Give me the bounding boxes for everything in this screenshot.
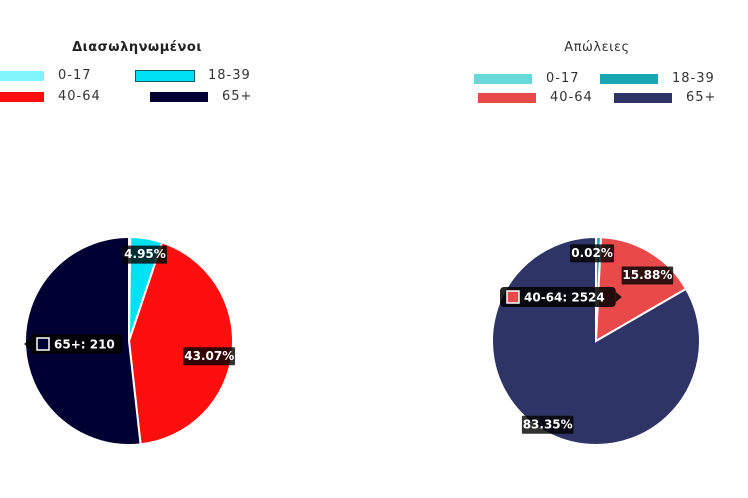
- legend: 0-17 18-39 40-64 65+: [0, 0, 374, 120]
- legend-item-65-plus[interactable]: 65+: [150, 89, 252, 104]
- tooltip: 65+: 210: [24, 334, 123, 354]
- legend: 0-17 18-39 40-64 65+: [374, 0, 748, 120]
- legend-swatch: [0, 91, 44, 102]
- legend-item-0-17[interactable]: 0-17: [474, 71, 580, 86]
- tooltip-arrow: [615, 292, 622, 302]
- tooltip-box: [30, 334, 123, 354]
- tooltip-swatch: [506, 290, 520, 304]
- pie-chart[interactable]: 4.95% 43.07% 65+: 210: [0, 0, 374, 498]
- data-label-text: 83.35%: [523, 417, 573, 431]
- legend-swatch: [478, 92, 536, 103]
- legend-item-40-64[interactable]: 40-64: [478, 90, 593, 105]
- data-label-text: 4.95%: [124, 247, 166, 261]
- chart-title: Διασωληνωμένοι: [72, 40, 202, 55]
- legend-label: 18-39: [672, 71, 715, 86]
- legend-item-18-39[interactable]: 18-39: [600, 71, 715, 86]
- tooltip-text: 65+: 210: [54, 338, 115, 352]
- data-label-box: [621, 266, 674, 285]
- data-label-text: 0.02%: [571, 246, 613, 260]
- data-label: 83.35%: [521, 415, 574, 434]
- legend-item-40-64[interactable]: 40-64: [0, 89, 101, 104]
- tooltip-swatch: [36, 337, 50, 351]
- legend-swatch: [474, 73, 532, 84]
- data-label-box: [123, 245, 168, 264]
- legend-label: 65+: [686, 90, 717, 105]
- data-label-box: [521, 415, 574, 434]
- tooltip: 40-64: 2524: [500, 287, 622, 307]
- tooltip-box: [500, 287, 616, 307]
- data-label-text: 43.07%: [184, 349, 234, 363]
- data-label: 0.02%: [570, 244, 615, 263]
- chart-panel-deaths: Απώλειες 0-17 18-39 40-64 65+ 0.02% 15.88…: [374, 0, 748, 498]
- legend-swatch: [0, 70, 44, 81]
- pie-slice-40-64[interactable]: [594, 236, 688, 343]
- pie-chart[interactable]: 0.02% 15.88% 83.35% 40-64: 2524: [374, 0, 748, 498]
- chart-panel-intubated: Διασωληνωμένοι 0-17 18-39 40-64 65+ 4.95…: [0, 0, 374, 498]
- legend-label: 0-17: [546, 71, 580, 86]
- data-label-text: 15.88%: [622, 268, 672, 282]
- tooltip-arrow: [24, 339, 30, 349]
- legend-swatch: [614, 92, 672, 103]
- data-label-box: [570, 244, 615, 263]
- data-label: 15.88%: [621, 266, 674, 285]
- tooltip-text: 40-64: 2524: [524, 291, 605, 305]
- legend-item-0-17[interactable]: 0-17: [0, 68, 92, 83]
- chart-title: Απώλειες: [564, 40, 630, 55]
- legend-swatch: [600, 73, 658, 84]
- legend-swatch: [150, 91, 208, 102]
- data-label: 4.95%: [123, 245, 168, 264]
- legend-item-18-39[interactable]: 18-39: [135, 68, 251, 83]
- data-label: 43.07%: [183, 347, 236, 366]
- legend-label: 0-17: [58, 68, 92, 83]
- legend-swatch: [135, 69, 195, 82]
- legend-label: 18-39: [208, 68, 251, 83]
- data-label-box: [183, 347, 236, 366]
- legend-label: 65+: [222, 89, 253, 104]
- legend-item-65-plus[interactable]: 65+: [614, 90, 716, 105]
- legend-label: 40-64: [58, 89, 101, 104]
- legend-label: 40-64: [550, 90, 593, 105]
